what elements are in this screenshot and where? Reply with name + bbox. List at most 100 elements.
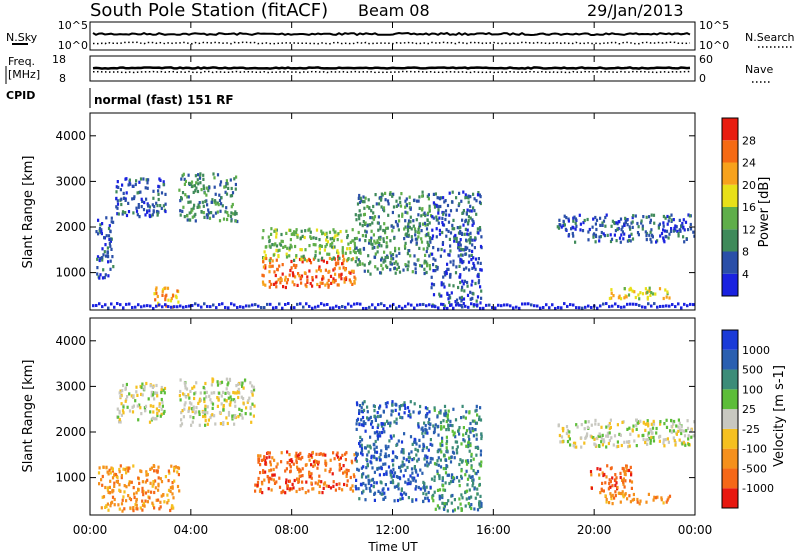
power-cell [594, 222, 597, 226]
power-cell [474, 257, 478, 261]
power-cell [358, 262, 361, 266]
velocity-cell [220, 394, 223, 398]
power-cell [167, 298, 170, 302]
power-ground-cell [632, 302, 635, 306]
power-cell [193, 184, 196, 188]
velocity-cell [112, 489, 115, 493]
power-cell [664, 288, 667, 292]
velocity-cell [372, 454, 376, 458]
velocity-cell [417, 423, 420, 427]
power-cell [271, 243, 274, 247]
power-cell [330, 281, 333, 285]
velocity-cell [219, 422, 222, 426]
velocity-cell [380, 467, 383, 471]
power-cell [382, 239, 385, 243]
power-cell [352, 249, 355, 253]
velocity-cell [158, 402, 161, 406]
power-cell [368, 206, 371, 210]
velocity-cell [426, 496, 429, 500]
power-cell [290, 245, 293, 249]
power-cell [105, 234, 108, 238]
power-ground-cell [365, 306, 368, 310]
velocity-cell [454, 418, 458, 422]
power-cell [343, 268, 347, 272]
power-cell [370, 209, 373, 213]
power-ground-cell [467, 305, 470, 309]
power-cell [308, 258, 311, 263]
power-cell [658, 222, 661, 226]
power-cell [324, 245, 327, 249]
velocity-cell [260, 458, 264, 462]
power-cell [440, 281, 443, 285]
power-ground-cell [449, 303, 452, 307]
velocity-cell [585, 435, 588, 439]
velocity-cell [174, 465, 177, 469]
power-cell [469, 216, 472, 220]
velocity-cell [221, 390, 225, 394]
velocity-cell [451, 424, 454, 428]
power-ground-cell [527, 302, 530, 306]
power-cell [453, 227, 456, 231]
velocity-cell [130, 480, 133, 484]
power-cell [636, 231, 640, 235]
power-cell [668, 296, 671, 300]
velocity-cell [427, 421, 430, 425]
power-cell [670, 227, 673, 231]
velocity-cell [414, 479, 417, 483]
velocity-cell [368, 486, 371, 490]
velocity-cell [173, 466, 176, 470]
power-cell [480, 235, 483, 239]
velocity-cell [600, 425, 603, 429]
power-cell [155, 286, 158, 290]
power-cell [312, 243, 315, 247]
power-cell [110, 247, 113, 251]
velocity-cell [609, 485, 612, 489]
velocity-cell [424, 431, 427, 435]
velocity-cell [271, 473, 275, 477]
velocity-cell [448, 456, 451, 460]
velocity-cell [464, 416, 467, 420]
power-cell [119, 188, 122, 192]
power-ground-cell [257, 304, 260, 308]
velocity-cell [652, 419, 655, 423]
power-cell [681, 221, 684, 226]
velocity-cell [111, 500, 114, 504]
power-cell [226, 217, 229, 222]
velocity-cell [360, 409, 363, 414]
velocity-cell [462, 438, 465, 442]
power-cell [645, 238, 648, 242]
power-cell [404, 210, 407, 214]
velocity-cell [433, 490, 436, 494]
power-cell [198, 205, 201, 209]
beam-label: Beam 08 [358, 1, 430, 20]
velocity-cell [121, 409, 125, 413]
power-cell [387, 202, 390, 206]
velocity-cell [622, 467, 625, 471]
power-cell [416, 237, 419, 241]
power-cell [232, 212, 235, 216]
velocity-cell [125, 397, 128, 402]
velocity-cell [152, 503, 155, 507]
power-cell [376, 221, 379, 225]
power-cell [132, 211, 135, 215]
power-cell [366, 205, 369, 209]
velocity-cell [301, 487, 304, 491]
power-cell [221, 204, 224, 208]
power-cell [458, 296, 461, 300]
power-cell [464, 252, 467, 256]
power-cell [343, 277, 346, 281]
velocity-cell [317, 479, 320, 483]
power-cell [472, 221, 475, 225]
power-ground-cell [446, 306, 449, 310]
power-cell [610, 224, 613, 228]
power-ground-cell [566, 304, 569, 308]
velocity-cell [183, 381, 186, 385]
power-ytick-label: 3000 [55, 174, 86, 188]
power-cell [630, 221, 633, 225]
velocity-cell [254, 489, 257, 493]
power-ground-cell [389, 304, 392, 308]
velocity-cell [118, 483, 121, 487]
velocity-cell [271, 456, 274, 460]
power-cell [179, 199, 182, 203]
power-ground-cell [482, 306, 485, 310]
